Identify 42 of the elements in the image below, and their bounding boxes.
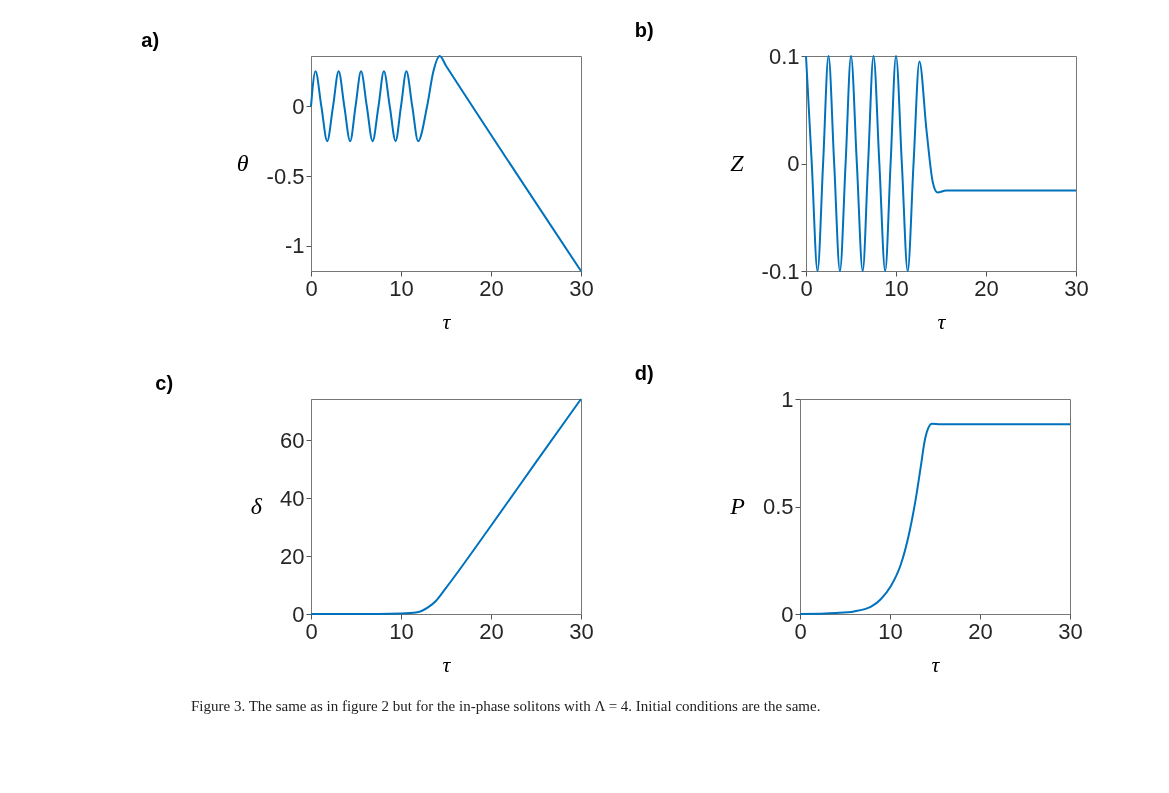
y-axis-title: θ	[236, 150, 249, 176]
x-tick-label: 20	[479, 275, 504, 301]
x-tick-label: 20	[968, 618, 993, 644]
y-tick-label: 0	[292, 601, 305, 627]
text: b)	[634, 19, 654, 41]
x-tick-label: 20	[479, 618, 504, 644]
x-axis-title: τ	[442, 651, 452, 677]
x-axis-title: τ	[937, 308, 947, 334]
x-tick-label: 10	[878, 618, 903, 644]
caption: Figure 3. The same as in figure 2 but for the in-phase solitons with Λ = 4. Initial conditions are the same.	[191, 698, 821, 714]
line-series	[310, 55, 582, 272]
y-tick-label: 0	[787, 151, 800, 176]
y-axis-title: δ	[250, 493, 263, 519]
y-axis-title: P	[729, 493, 746, 519]
x-axis-title: τ	[442, 308, 452, 334]
y-tick-label: 0.5	[762, 494, 794, 519]
y-tick-label: 0.1	[768, 43, 800, 69]
y-axis-title: Z	[730, 150, 745, 176]
chart-title: d)	[634, 362, 654, 384]
x-tick-label: 20	[974, 275, 999, 301]
y-tick-label: 0	[781, 601, 794, 627]
line-series	[799, 422, 1071, 615]
y-tick-label: -0.1	[761, 258, 800, 284]
y-tick-label: 1	[781, 386, 794, 412]
y-tick-label: -1	[284, 233, 305, 259]
x-tick-label: 10	[884, 275, 909, 301]
line-series	[805, 55, 1077, 272]
text: a)	[141, 29, 160, 51]
x-tick-label: 10	[389, 618, 414, 644]
y-tick-label: 20	[280, 543, 305, 569]
y-tick-label: 40	[280, 485, 305, 511]
x-tick-label: 30	[1064, 275, 1089, 301]
y-tick-label: 60	[280, 427, 305, 453]
y-tick-label: -0.5	[266, 163, 305, 189]
x-tick-label: 30	[569, 275, 594, 301]
line-series	[310, 398, 582, 615]
y-tick-label: 0	[292, 93, 305, 119]
x-tick-label: 30	[1058, 618, 1083, 644]
x-tick-label: 10	[389, 275, 414, 301]
chart-title: c)	[155, 372, 174, 394]
x-tick-label: 30	[569, 618, 594, 644]
x-axis-title: τ	[931, 651, 941, 677]
